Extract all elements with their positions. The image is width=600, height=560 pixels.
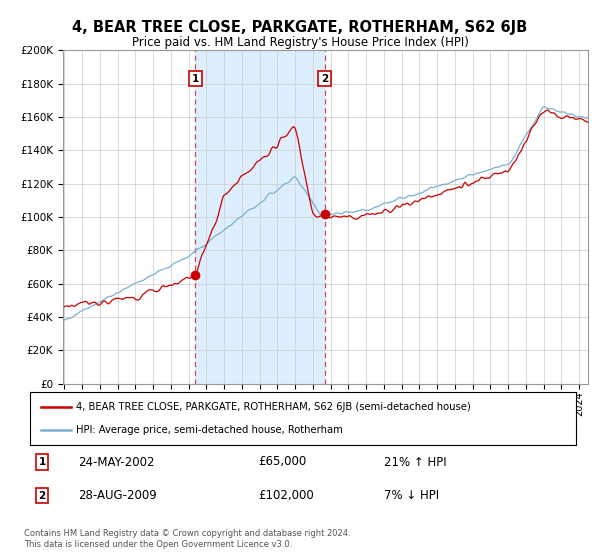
Text: 4, BEAR TREE CLOSE, PARKGATE, ROTHERHAM, S62 6JB (semi-detached house): 4, BEAR TREE CLOSE, PARKGATE, ROTHERHAM,…: [76, 402, 471, 412]
Text: £102,000: £102,000: [258, 489, 314, 502]
Text: Price paid vs. HM Land Registry's House Price Index (HPI): Price paid vs. HM Land Registry's House …: [131, 36, 469, 49]
Text: 4, BEAR TREE CLOSE, PARKGATE, ROTHERHAM, S62 6JB: 4, BEAR TREE CLOSE, PARKGATE, ROTHERHAM,…: [73, 20, 527, 35]
Text: £65,000: £65,000: [258, 455, 306, 469]
Bar: [196, 50, 325, 384]
Text: 2: 2: [38, 491, 46, 501]
Text: 2: 2: [321, 74, 328, 84]
Text: 21% ↑ HPI: 21% ↑ HPI: [384, 455, 446, 469]
Text: HPI: Average price, semi-detached house, Rotherham: HPI: Average price, semi-detached house,…: [76, 425, 343, 435]
Text: 24-MAY-2002: 24-MAY-2002: [78, 455, 155, 469]
Text: 1: 1: [192, 74, 199, 84]
Text: 28-AUG-2009: 28-AUG-2009: [78, 489, 157, 502]
Text: 1: 1: [38, 457, 46, 467]
Text: Contains HM Land Registry data © Crown copyright and database right 2024.
This d: Contains HM Land Registry data © Crown c…: [24, 529, 350, 549]
Text: 7% ↓ HPI: 7% ↓ HPI: [384, 489, 439, 502]
